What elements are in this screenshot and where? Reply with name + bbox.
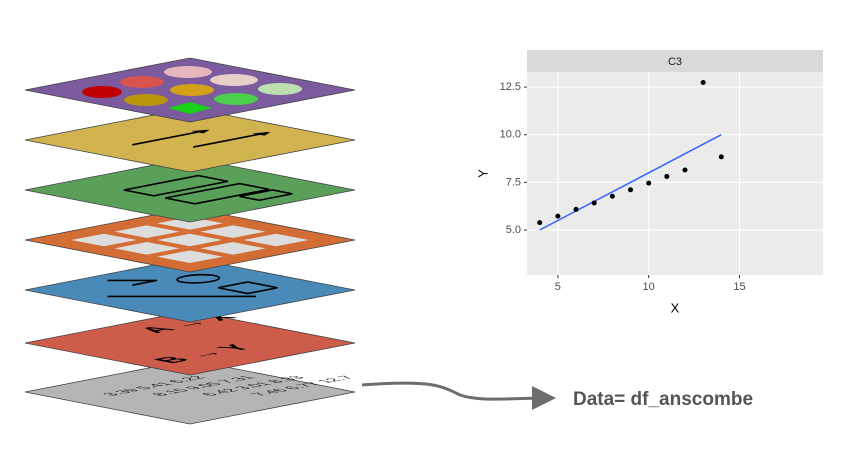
stats-layer [24, 257, 356, 323]
x-tick-label: 15 [733, 281, 745, 293]
aesthetics-layer: A → X B → Y [24, 310, 356, 376]
point [555, 213, 561, 219]
geoms-layer [24, 157, 356, 223]
point [537, 220, 543, 226]
point [664, 173, 670, 179]
point [646, 180, 652, 186]
facets-layer [24, 207, 356, 273]
panel [527, 72, 823, 275]
point [700, 79, 706, 85]
point [682, 167, 688, 173]
fit-line [539, 134, 722, 231]
data-annotation: Data= df_anscombe [573, 389, 753, 410]
point [591, 200, 597, 206]
point [609, 193, 615, 199]
data-layer: 3.39 5.41 6.228.15 9.05 7.316.42 3.01 8.… [24, 359, 359, 425]
point [718, 154, 724, 160]
x-axis-label: X [671, 300, 680, 315]
facet-label: C3 [668, 56, 682, 68]
y-tick-label: 10.0 [500, 129, 521, 141]
y-tick-label: 7.5 [506, 176, 521, 188]
point [573, 206, 579, 212]
y-tick-label: 12.5 [500, 81, 521, 93]
y-axis-label: Y [475, 169, 490, 178]
x-tick-label: 5 [555, 281, 561, 293]
x-tick-label: 10 [643, 281, 655, 293]
point [628, 187, 634, 193]
scales-layer [24, 107, 356, 173]
y-tick-label: 5.0 [506, 224, 521, 236]
connector-arrow [361, 381, 556, 411]
plot: C3 5.0 7.5 10.0 12.5 5 10 15 X Y [475, 50, 823, 315]
theme-layer [24, 57, 356, 123]
facet-strip [527, 50, 823, 72]
